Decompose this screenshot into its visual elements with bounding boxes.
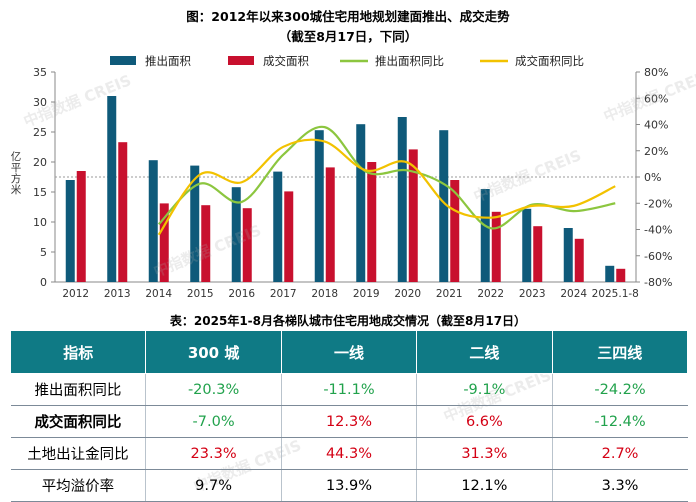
bar-transaction (284, 191, 293, 282)
row-label: 推出面积同比 (11, 374, 146, 406)
header-cell: 三四线 (552, 331, 687, 374)
legend-label: 成交面积 (263, 54, 309, 68)
y2-tick-label: 60% (644, 92, 668, 105)
x-tick-label: 2023 (519, 288, 546, 300)
table-cell: -11.1% (281, 374, 416, 406)
y2-tick-label: -60% (644, 250, 672, 263)
stats-table: 指标 300 城 一线 二线 三四线 推出面积同比-20.3%-11.1%-9.… (10, 330, 688, 502)
y-tick-label: 5 (40, 246, 47, 259)
table-cell: 13.9% (281, 470, 416, 502)
x-tick-label: 2014 (145, 288, 172, 300)
bar-transaction (492, 212, 501, 282)
y-tick-label: 0 (40, 276, 47, 289)
line-transaction-yoy (159, 140, 616, 235)
header-cell: 一线 (281, 331, 416, 374)
bar-supply (273, 172, 282, 282)
table-cell: 6.6% (417, 406, 552, 438)
legend-label: 推出面积同比 (375, 54, 444, 68)
table-cell: 2.7% (552, 438, 687, 470)
x-tick-label: 2015 (187, 288, 214, 300)
x-tick-label: 2021 (436, 288, 463, 300)
y2-tick-label: -20% (644, 197, 672, 210)
x-tick-label: 2022 (477, 288, 504, 300)
bar-transaction (201, 205, 210, 282)
legend-label: 成交面积同比 (515, 54, 584, 68)
y2-tick-label: 0% (644, 171, 661, 184)
bar-transaction (77, 171, 86, 282)
header-cell: 300 城 (146, 331, 281, 374)
x-tick-label: 2017 (270, 288, 297, 300)
bar-supply (107, 96, 116, 282)
y-tick-label: 20 (33, 156, 47, 169)
y-tick-label: 35 (33, 66, 47, 79)
bar-supply (522, 209, 531, 282)
row-label: 成交面积同比 (11, 406, 146, 438)
table-cell: 23.3% (146, 438, 281, 470)
x-tick-label: 2013 (104, 288, 131, 300)
y2-tick-label: 80% (644, 66, 668, 79)
table-cell: -12.4% (552, 406, 687, 438)
bar-supply (481, 189, 490, 282)
table-cell: 31.3% (417, 438, 552, 470)
header-cell: 指标 (11, 331, 146, 374)
legend-label: 推出面积 (145, 54, 191, 68)
table-cell: 44.3% (281, 438, 416, 470)
bar-supply (398, 117, 407, 282)
combo-chart: 0 5 10 15 20 25 30 35 -80% -60% -40% -20% 0% 20% 40% 60… (0, 0, 696, 310)
x-tick-label: 2016 (228, 288, 255, 300)
x-tick-label: 2020 (394, 288, 421, 300)
legend-swatch (110, 56, 136, 65)
table-cell: -7.0% (146, 406, 281, 438)
y-axis-label-char: 米 (11, 183, 22, 196)
line-supply-yoy (159, 127, 616, 229)
x-tick-label: 2019 (353, 288, 380, 300)
table-row: 成交面积同比-7.0%12.3%6.6%-12.4% (11, 406, 688, 438)
y2-tick-label: 40% (644, 119, 668, 132)
bar-transaction (243, 208, 252, 282)
table-cell: -9.1% (417, 374, 552, 406)
y-tick-label: 10 (33, 216, 47, 229)
table-title: 表：2025年1-8月各梯队城市住宅用地成交情况（截至8月17日） (0, 312, 696, 329)
table-cell: 12.3% (281, 406, 416, 438)
table-cell: 12.1% (417, 470, 552, 502)
bar-transaction (575, 239, 584, 282)
y-tick-label: 30 (33, 96, 47, 109)
bar-supply (315, 130, 324, 282)
y2-tick-label: -80% (644, 276, 672, 289)
legend-swatch (228, 56, 254, 65)
bar-transaction (616, 269, 625, 282)
y2-tick-label: -40% (644, 224, 672, 237)
table-cell: 9.7% (146, 470, 281, 502)
table-row: 推出面积同比-20.3%-11.1%-9.1%-24.2% (11, 374, 688, 406)
table-cell: -20.3% (146, 374, 281, 406)
bar-transaction (118, 142, 127, 282)
table-cell: 3.3% (552, 470, 687, 502)
bar-supply (564, 228, 573, 282)
table-header-row: 指标 300 城 一线 二线 三四线 (11, 331, 688, 374)
bar-transaction (533, 226, 542, 282)
x-tick-label: 2012 (62, 288, 89, 300)
row-label: 土地出让金同比 (11, 438, 146, 470)
bar-transaction (367, 162, 376, 282)
x-tick-label: 2018 (311, 288, 338, 300)
bar-supply (356, 124, 365, 282)
bar-transaction (326, 167, 335, 282)
bar-supply (149, 160, 158, 282)
x-tick-label: 2025.1-8 (592, 288, 639, 300)
x-tick-label: 2024 (560, 288, 587, 300)
y2-tick-label: 20% (644, 145, 668, 158)
bar-supply (605, 266, 614, 282)
header-cell: 二线 (417, 331, 552, 374)
table-cell: -24.2% (552, 374, 687, 406)
row-label: 平均溢价率 (11, 470, 146, 502)
y-tick-label: 15 (33, 186, 47, 199)
bar-supply (66, 180, 75, 282)
y-tick-label: 25 (33, 126, 47, 139)
